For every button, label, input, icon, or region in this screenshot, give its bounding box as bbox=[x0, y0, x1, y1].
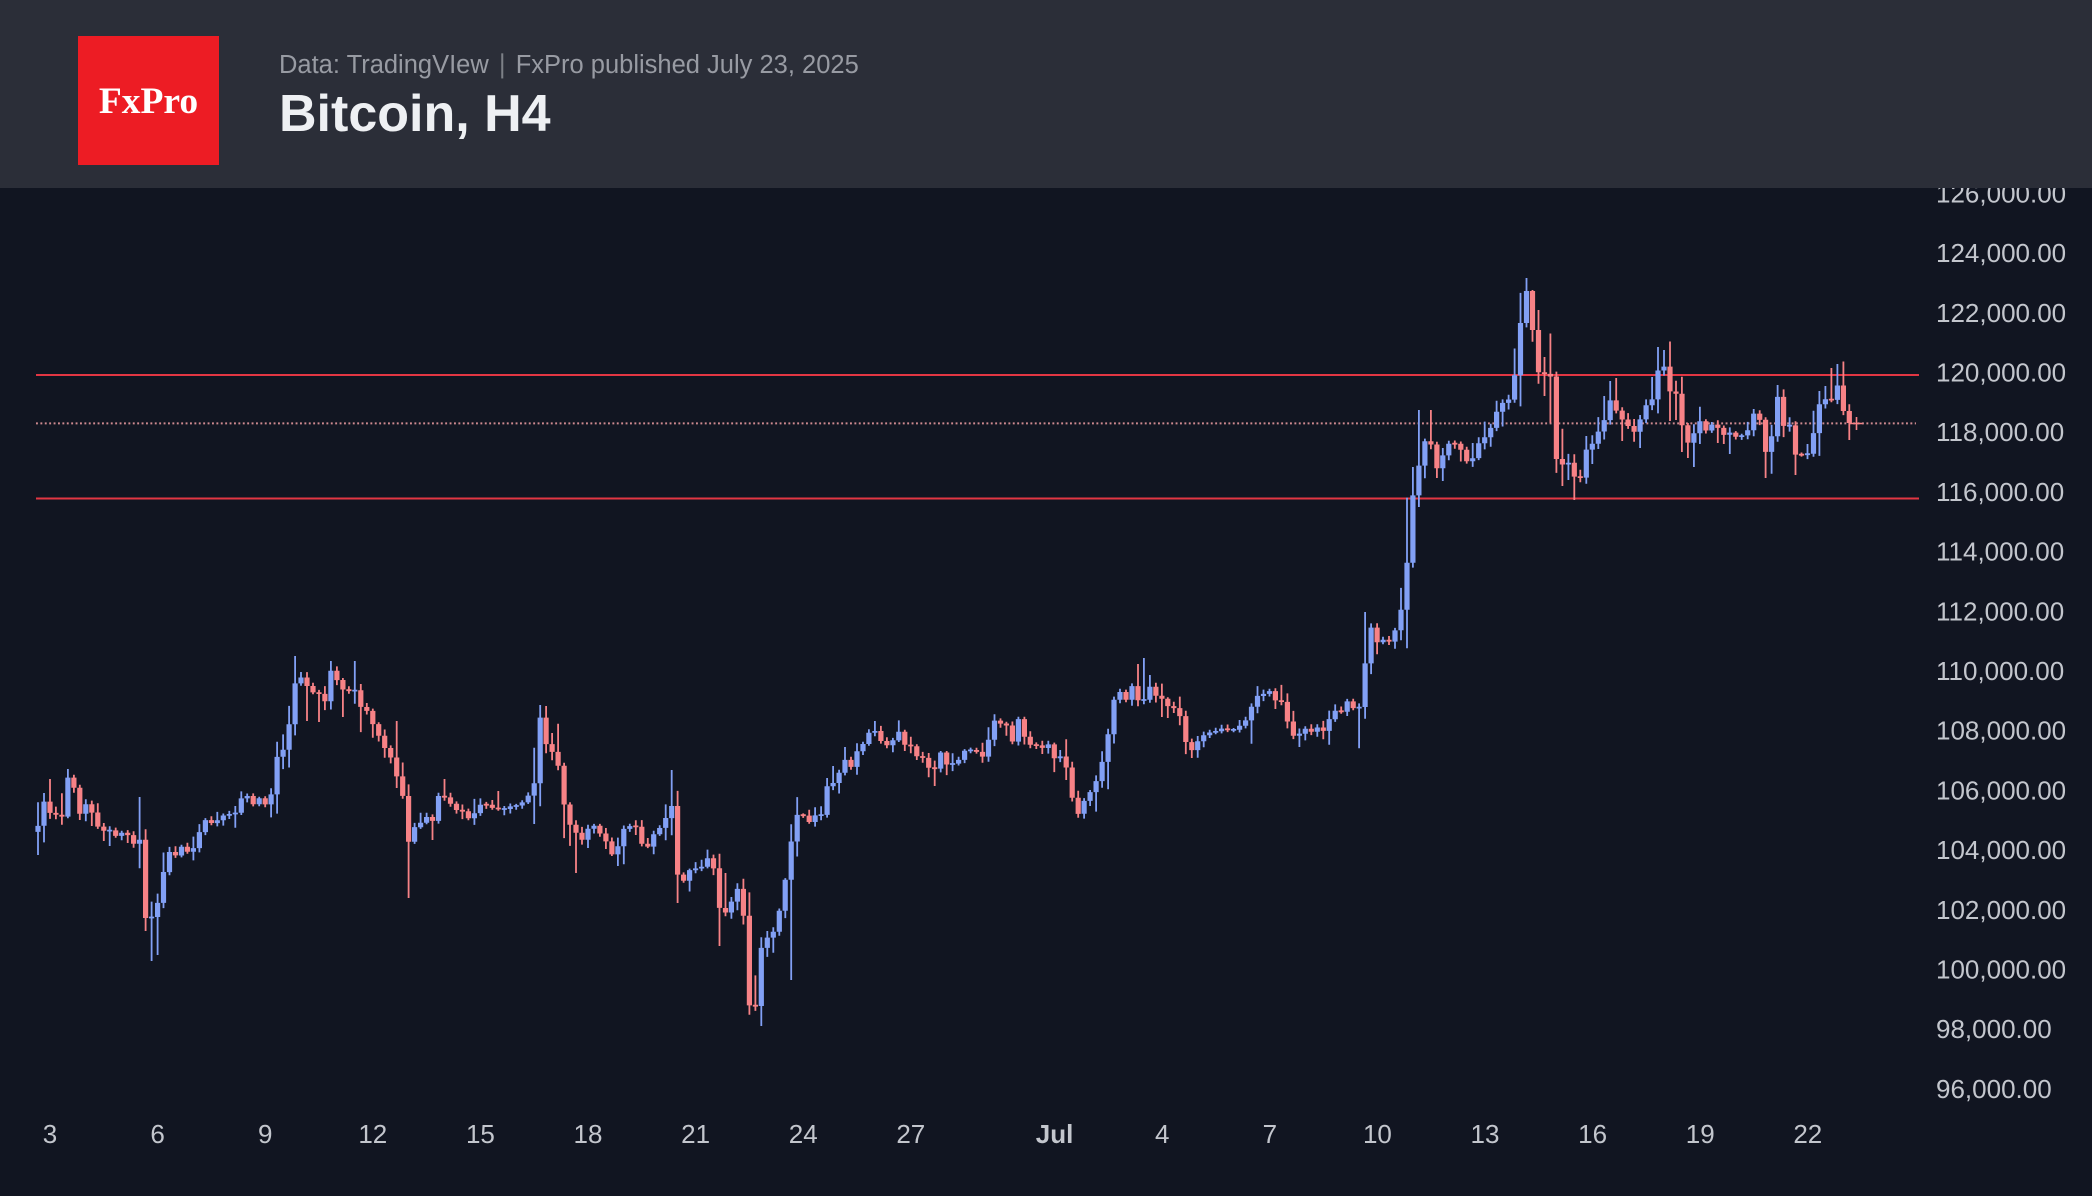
svg-text:3: 3 bbox=[43, 1119, 57, 1149]
svg-text:6: 6 bbox=[150, 1119, 164, 1149]
svg-text:27: 27 bbox=[896, 1119, 925, 1149]
svg-text:19: 19 bbox=[1686, 1119, 1715, 1149]
svg-text:112,000.00: 112,000.00 bbox=[1936, 596, 2064, 626]
svg-text:9: 9 bbox=[258, 1119, 272, 1149]
svg-text:13: 13 bbox=[1471, 1119, 1500, 1149]
svg-text:120,000.00: 120,000.00 bbox=[1936, 358, 2066, 388]
svg-text:100,000.00: 100,000.00 bbox=[1936, 955, 2066, 985]
svg-text:Jul: Jul bbox=[1036, 1119, 1074, 1149]
svg-text:22: 22 bbox=[1793, 1119, 1822, 1149]
svg-text:118,000.00: 118,000.00 bbox=[1936, 417, 2064, 447]
svg-text:7: 7 bbox=[1263, 1119, 1277, 1149]
svg-text:102,000.00: 102,000.00 bbox=[1936, 895, 2066, 925]
svg-text:Bitcoin, H4: Bitcoin, H4 bbox=[279, 85, 551, 143]
svg-text:114,000.00: 114,000.00 bbox=[1936, 537, 2064, 567]
svg-text:108,000.00: 108,000.00 bbox=[1936, 716, 2066, 746]
svg-text:116,000.00: 116,000.00 bbox=[1936, 477, 2064, 507]
svg-text:15: 15 bbox=[466, 1119, 495, 1149]
svg-text:16: 16 bbox=[1578, 1119, 1607, 1149]
svg-text:96,000.00: 96,000.00 bbox=[1936, 1074, 2052, 1104]
svg-text:124,000.00: 124,000.00 bbox=[1936, 238, 2066, 268]
svg-text:110,000.00: 110,000.00 bbox=[1936, 656, 2064, 686]
svg-text:Data: TradingVIew ∣ FxPro publ: Data: TradingVIew ∣ FxPro published July… bbox=[279, 51, 859, 79]
svg-text:106,000.00: 106,000.00 bbox=[1936, 775, 2066, 805]
svg-text:10: 10 bbox=[1363, 1119, 1392, 1149]
svg-text:21: 21 bbox=[681, 1119, 710, 1149]
svg-text:18: 18 bbox=[574, 1119, 603, 1149]
svg-text:98,000.00: 98,000.00 bbox=[1936, 1014, 2052, 1044]
svg-text:122,000.00: 122,000.00 bbox=[1936, 298, 2066, 328]
svg-text:12: 12 bbox=[358, 1119, 387, 1149]
svg-text:FxPro: FxPro bbox=[99, 81, 198, 122]
svg-text:4: 4 bbox=[1155, 1119, 1169, 1149]
svg-text:24: 24 bbox=[789, 1119, 818, 1149]
svg-text:104,000.00: 104,000.00 bbox=[1936, 835, 2066, 865]
